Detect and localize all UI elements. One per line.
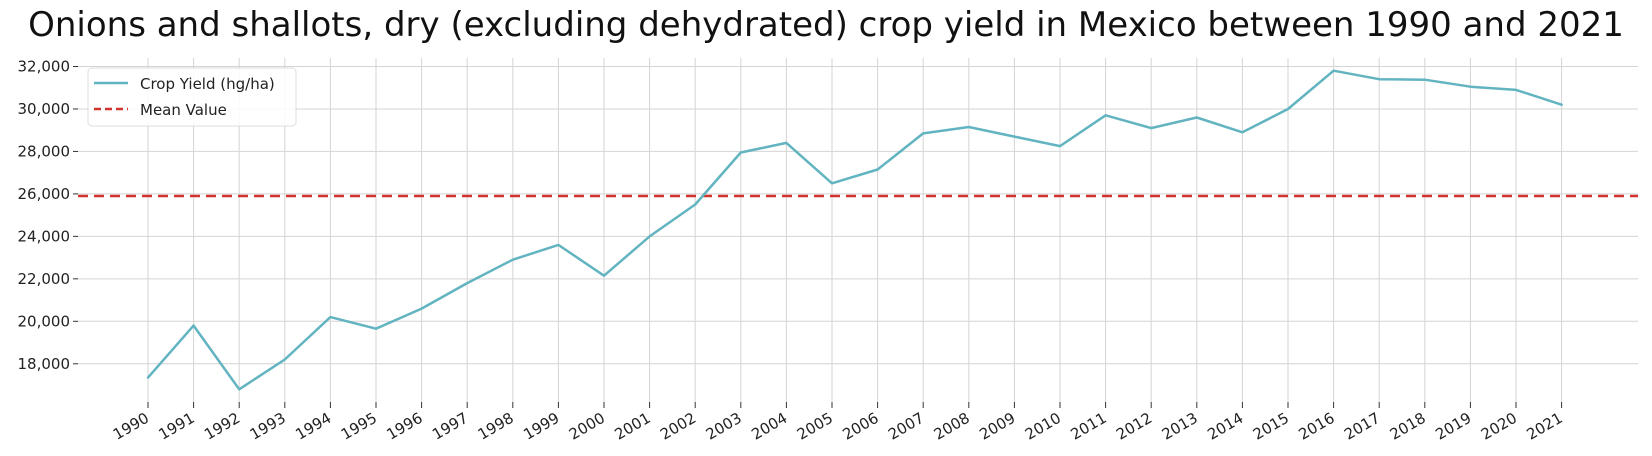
x-tick-label: 2008	[931, 409, 973, 444]
x-tick-label: 2021	[1524, 409, 1566, 444]
x-tick-label: 2013	[1159, 409, 1201, 444]
legend: Crop Yield (hg/ha) Mean Value	[87, 67, 297, 127]
series-line-crop-yield	[146, 69, 1563, 391]
x-tick-label: 2020	[1478, 409, 1520, 444]
x-tick-label: 2011	[1068, 409, 1110, 444]
y-tick-label: 24,000	[18, 227, 71, 245]
x-tick-label: 1996	[384, 409, 426, 444]
x-tick-label: 2016	[1296, 409, 1338, 444]
chart-title: Onions and shallots, dry (excluding dehy…	[28, 5, 1624, 45]
x-tick-label: 1999	[520, 409, 562, 444]
x-tick-label: 1998	[475, 409, 517, 444]
x-tick-label: 2006	[840, 409, 882, 444]
x-tick-label: 2017	[1341, 409, 1383, 444]
legend-box	[87, 67, 297, 127]
x-tick-label: 2014	[1204, 409, 1246, 444]
x-tick-label: 2001	[612, 409, 654, 444]
x-axis-ticks: 1990 1991 1992 1993 1994 1995 1996 1997 1998 1999…	[110, 402, 1566, 444]
grid	[78, 58, 1638, 402]
x-tick-label: 2000	[566, 409, 608, 444]
x-tick-label: 1992	[201, 409, 243, 444]
x-tick-label: 1991	[156, 409, 198, 444]
x-tick-label: 1993	[247, 409, 289, 444]
x-tick-label: 2007	[885, 409, 927, 444]
x-tick-label: 1995	[338, 409, 380, 444]
x-tick-label: 1997	[429, 409, 471, 444]
x-tick-label: 2015	[1250, 409, 1292, 444]
y-tick-label: 18,000	[18, 355, 71, 373]
x-tick-label: 2005	[794, 409, 836, 444]
y-tick-label: 26,000	[18, 185, 71, 203]
x-tick-label: 2010	[1022, 409, 1064, 444]
y-axis-ticks: 18,000 20,000 22,000 24,000 26,000 28,000 30,0…	[18, 57, 78, 373]
series-group	[146, 69, 1563, 391]
x-tick-label: 2018	[1387, 409, 1429, 444]
x-tick-label: 1990	[110, 409, 152, 444]
y-tick-label: 22,000	[18, 270, 71, 288]
y-tick-label: 28,000	[18, 142, 71, 160]
x-tick-label: 2003	[703, 409, 745, 444]
x-tick-label: 1994	[292, 409, 334, 444]
y-tick-label: 32,000	[18, 57, 71, 75]
x-tick-label: 2004	[748, 409, 790, 444]
x-tick-label: 2019	[1432, 409, 1474, 444]
y-tick-label: 20,000	[18, 312, 71, 330]
x-tick-label: 2002	[657, 409, 699, 444]
x-tick-label: 2012	[1113, 409, 1155, 444]
y-tick-label: 30,000	[18, 100, 71, 118]
legend-label-mean-value: Mean Value	[140, 101, 227, 119]
legend-label-crop-yield: Crop Yield (hg/ha)	[140, 75, 275, 93]
x-tick-label: 2009	[976, 409, 1018, 444]
